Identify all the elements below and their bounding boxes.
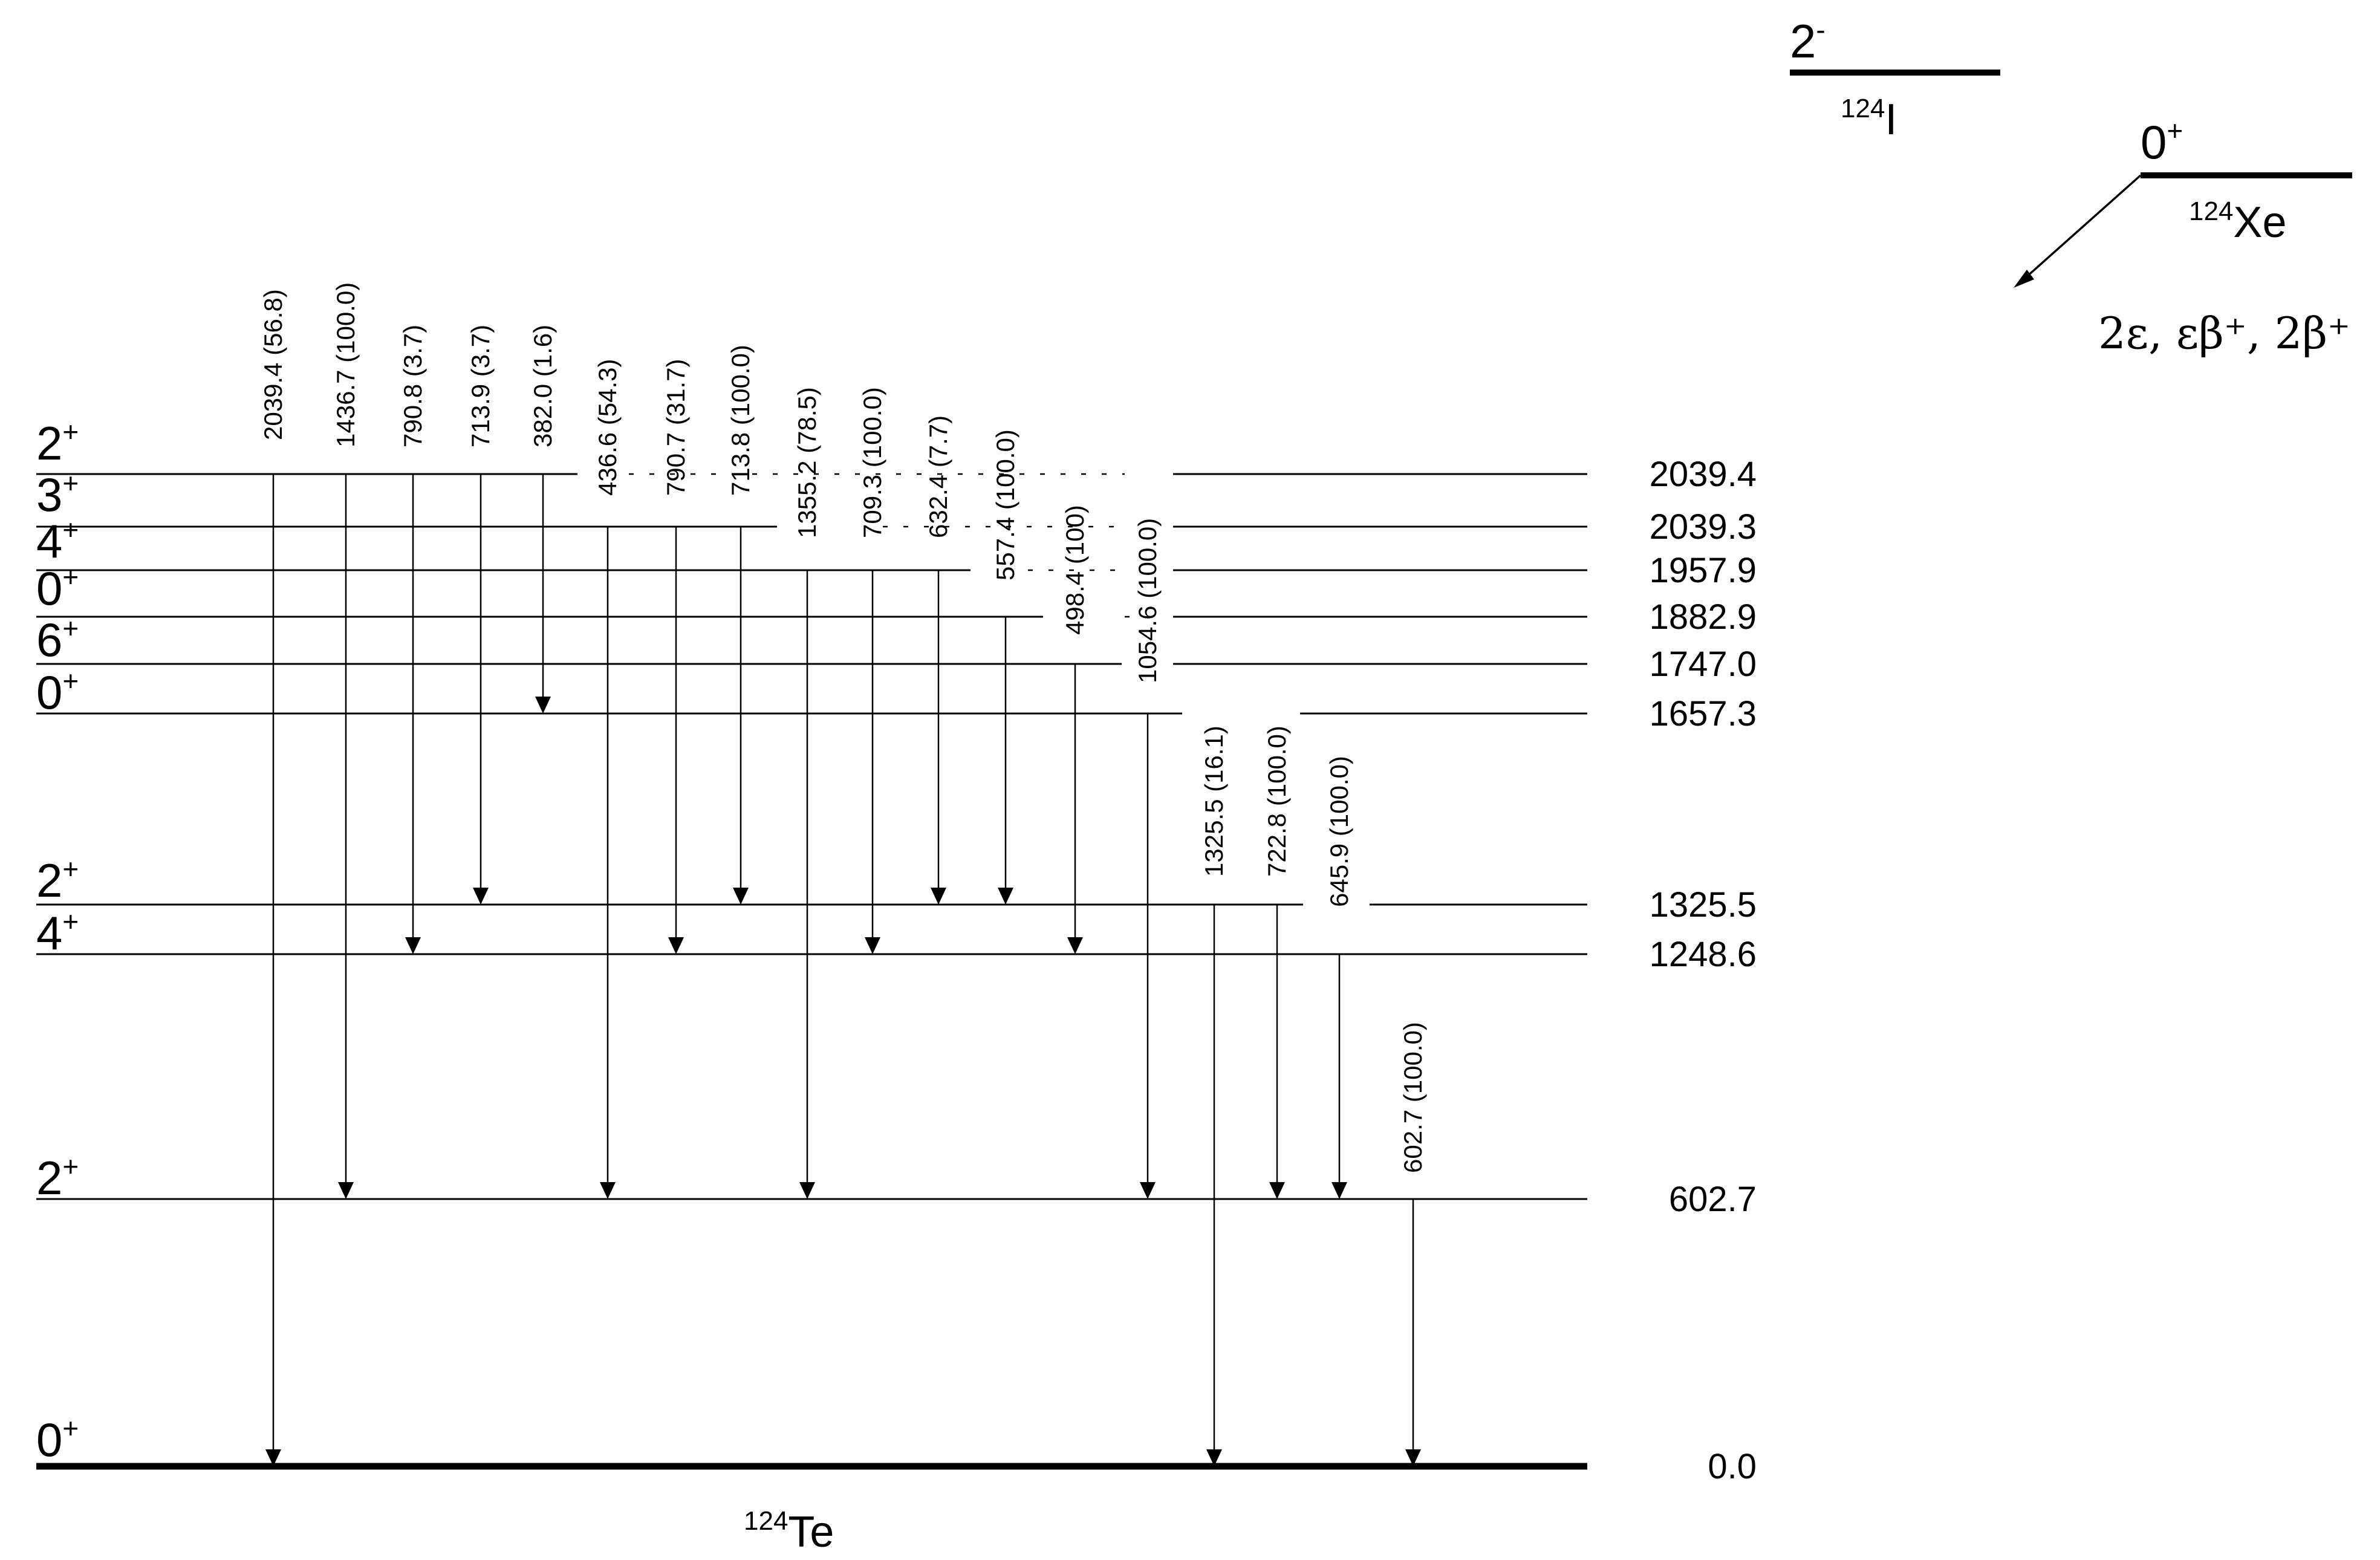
transition-7: 713.8 (100.0) — [726, 345, 755, 905]
transition-4: 382.0 (1.6) — [528, 325, 557, 713]
transition-label: 602.7 (100.0) — [1399, 1022, 1427, 1173]
transition-label: 709.3 (100.0) — [858, 387, 886, 538]
transition-arrow-head — [1405, 1449, 1421, 1466]
level-energy: 1957.9 — [1650, 551, 1757, 590]
parent-iodine-spin: 2- — [1790, 14, 1826, 68]
level-spin-parity: 3+ — [36, 467, 79, 521]
transition-label: 436.6 (54.3) — [593, 359, 622, 496]
transition-label: 557.4 (100.0) — [991, 429, 1019, 580]
transition-label: 722.8 (100.0) — [1263, 726, 1291, 877]
transition-10: 632.4 (7.7) — [924, 415, 952, 905]
level-spin-parity: 2+ — [36, 1151, 79, 1204]
decay-arrow-head — [2014, 270, 2034, 288]
transition-17: 602.7 (100.0) — [1399, 1022, 1427, 1466]
level-energy: 1747.0 — [1650, 645, 1757, 684]
transition-arrow-head — [1067, 937, 1083, 954]
level-spin-parity: 2+ — [36, 416, 79, 470]
transition-13: 1054.6 (100.0) — [1133, 518, 1162, 1199]
transition-arrow-head — [733, 888, 749, 905]
transition-15: 722.8 (100.0) — [1263, 726, 1291, 1199]
level-spin-parity: 4+ — [36, 906, 79, 960]
level-spin-parity: 0+ — [36, 1412, 79, 1466]
transition-label: 1325.5 (16.1) — [1200, 726, 1228, 877]
transition-arrow-head — [998, 888, 1013, 905]
level-energy: 1657.3 — [1650, 694, 1757, 733]
parent-xenon-spin: 0+ — [2141, 115, 2183, 169]
transition-label: 2039.4 (56.8) — [259, 289, 287, 440]
level-energy: 1882.9 — [1650, 597, 1757, 637]
transition-16: 645.9 (100.0) — [1325, 756, 1353, 1199]
transition-5: 436.6 (54.3) — [593, 359, 622, 1199]
transition-label: 790.8 (3.7) — [398, 325, 427, 447]
transition-label: 632.4 (7.7) — [924, 415, 952, 538]
transition-label: 382.0 (1.6) — [528, 325, 557, 447]
decay-arrow — [2018, 174, 2142, 284]
level-1882.9: 0+ 1882.9 — [36, 561, 1757, 637]
transition-0: 2039.4 (56.8) — [259, 289, 287, 1466]
decay-modes-label: 2ε, εβ⁺, 2β⁺ — [2098, 308, 2350, 359]
transition-14: 1325.5 (16.1) — [1200, 726, 1228, 1466]
level-1957.9: 4+ 1957.9 — [36, 514, 1757, 590]
level-1657.3: 0+ 1657.3 — [36, 665, 1757, 733]
level-2039.3: 3+ 2039.3 — [36, 467, 1757, 547]
level-spin-parity: 4+ — [36, 514, 79, 568]
transition-label: 713.8 (100.0) — [726, 345, 755, 496]
transition-arrow-head — [338, 1182, 354, 1199]
daughter-nucleus-label: 124Te — [744, 1506, 834, 1556]
level-spin-parity: 0+ — [36, 561, 79, 615]
level-1248.6: 4+ 1248.6 — [36, 906, 1757, 974]
transition-label: 1054.6 (100.0) — [1133, 518, 1162, 683]
transition-arrow-head — [799, 1182, 815, 1199]
transition-12: 498.4 (100) — [1061, 505, 1089, 954]
level-0.0: 0+ 0.0 — [36, 1412, 1757, 1486]
parent-xenon-label: 124Xe — [2189, 197, 2287, 247]
transition-label: 645.9 (100.0) — [1325, 756, 1353, 907]
level-energy: 1325.5 — [1650, 885, 1757, 925]
transition-label: 498.4 (100) — [1061, 505, 1089, 635]
transition-arrow-head — [931, 888, 946, 905]
transition-8: 1355.2 (78.5) — [793, 387, 821, 1199]
gamma-transitions: 2039.4 (56.8) 1436.7 (100.0) 790.8 (3.7) 71… — [259, 282, 1427, 1466]
level-energy: 1248.6 — [1650, 935, 1757, 974]
level-1747.0: 6+ 1747.0 — [36, 613, 1757, 684]
daughter-symbol: Te — [788, 1508, 834, 1556]
level-energy: 2039.3 — [1650, 507, 1757, 547]
parent-iodine-label: 124I — [1841, 94, 1897, 144]
transition-label: 790.7 (31.7) — [662, 359, 690, 496]
transition-arrow-head — [473, 888, 489, 905]
level-energy: 2039.4 — [1650, 455, 1757, 494]
transition-arrow-head — [535, 697, 551, 713]
energy-levels: 0+ 0.0 2+ 602.7 4+ 1248.6 2+ 1325.5 0+ 1657.3 6+ 17… — [36, 416, 1757, 1486]
transition-arrow-head — [265, 1449, 281, 1466]
transition-label: 1355.2 (78.5) — [793, 387, 821, 538]
level-spin-parity: 2+ — [36, 853, 79, 907]
transition-11: 557.4 (100.0) — [991, 429, 1019, 905]
transition-arrow-head — [865, 937, 880, 954]
transition-9: 709.3 (100.0) — [858, 387, 886, 954]
level-spin-parity: 6+ — [36, 613, 79, 666]
level-energy: 0.0 — [1708, 1447, 1757, 1486]
transition-arrow-head — [600, 1182, 616, 1199]
level-602.7: 2+ 602.7 — [36, 1151, 1757, 1219]
level-energy: 602.7 — [1669, 1180, 1757, 1219]
transition-1: 1436.7 (100.0) — [331, 282, 360, 1199]
transition-arrow-head — [1140, 1182, 1156, 1199]
level-1325.5: 2+ 1325.5 — [36, 853, 1757, 925]
transition-3: 713.9 (3.7) — [466, 325, 495, 905]
transition-label: 1436.7 (100.0) — [331, 282, 360, 447]
transition-arrow-head — [405, 937, 421, 954]
transition-6: 790.7 (31.7) — [662, 359, 690, 954]
daughter-mass: 124 — [744, 1506, 788, 1536]
transition-arrow-head — [668, 937, 684, 954]
transition-arrow-head — [1331, 1182, 1347, 1199]
transition-arrow-head — [1269, 1182, 1285, 1199]
level-spin-parity: 0+ — [36, 665, 79, 719]
level-2039.4: 2+ 2039.4 — [36, 416, 1757, 494]
transition-2: 790.8 (3.7) — [398, 325, 427, 954]
transition-label: 713.9 (3.7) — [466, 325, 495, 447]
transition-arrow-head — [1206, 1449, 1222, 1466]
